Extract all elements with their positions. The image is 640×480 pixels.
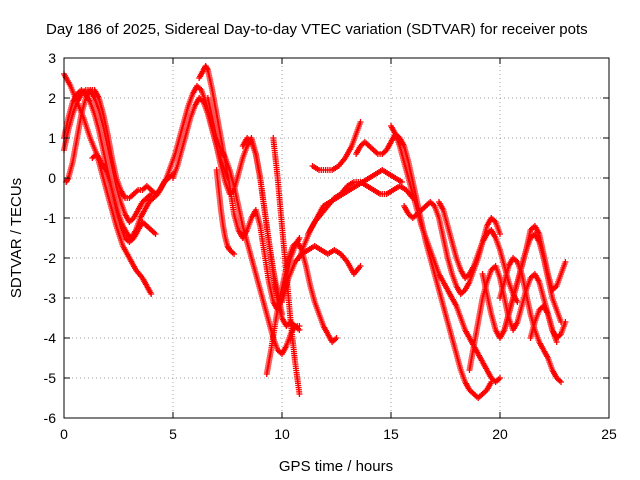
data-point: [357, 263, 364, 269]
data-point: [148, 291, 155, 297]
data-point: [558, 379, 565, 385]
series-track-11: [263, 239, 340, 377]
y-tick-label: 3: [48, 50, 56, 66]
data-point: [562, 319, 569, 325]
x-tick-label: 0: [60, 426, 68, 442]
series-track-8: [204, 95, 303, 357]
y-axis-label: SDTVAR / TECUs: [8, 178, 25, 298]
series-track-17: [353, 131, 495, 401]
data-point: [152, 231, 159, 237]
series-track-16: [309, 119, 364, 173]
y-tick-label: -6: [44, 410, 57, 426]
series-track-25: [527, 303, 569, 341]
y-tick-label: 2: [48, 90, 56, 106]
y-tick-label: -4: [44, 330, 57, 346]
series-track-13: [279, 243, 364, 305]
y-tick-label: -5: [44, 370, 57, 386]
plot-frame: [63, 57, 610, 419]
y-tick-label: 1: [48, 130, 56, 146]
series-track-10: [239, 135, 303, 333]
series-track-20: [435, 199, 521, 305]
series-track-12: [270, 135, 303, 397]
data-point: [204, 65, 211, 72]
x-tick-label: 20: [492, 426, 508, 442]
data-point: [296, 391, 303, 397]
series-track-1: [61, 71, 155, 297]
x-tick-label: 15: [383, 426, 399, 442]
y-tick-label: 0: [48, 170, 56, 186]
ticks-layer: 0 5 10 15 20 25 -6 -5 -4 -3 -2 -1 0 1 2 3: [44, 50, 617, 442]
data-point: [562, 259, 569, 265]
y-tick-label: -1: [44, 210, 57, 226]
series-track-9: [213, 167, 238, 257]
data-point: [497, 375, 503, 381]
data-point: [333, 335, 340, 341]
y-tick-label: -2: [44, 250, 57, 266]
x-axis-label: GPS time / hours: [279, 458, 393, 475]
data-point: [296, 235, 303, 241]
data-point: [357, 119, 364, 125]
x-tick-label: 25: [601, 426, 617, 442]
chart-title: Day 186 of 2025, Sidereal Day-to-day VTE…: [46, 21, 588, 38]
data-point: [497, 231, 503, 237]
data-point: [231, 251, 238, 257]
series-track-24: [501, 223, 569, 333]
x-tick-label: 5: [169, 426, 177, 442]
data-point: [514, 299, 521, 305]
y-tick-label: -3: [44, 290, 57, 306]
x-tick-label: 10: [274, 426, 290, 442]
data-point: [296, 327, 303, 333]
marks-layer: [61, 63, 569, 401]
data-point: [64, 176, 71, 183]
